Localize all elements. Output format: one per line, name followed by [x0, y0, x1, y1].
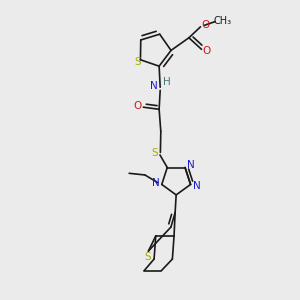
Text: N: N — [188, 160, 195, 170]
Text: O: O — [201, 20, 209, 30]
Text: N: N — [152, 178, 159, 188]
Text: S: S — [151, 148, 158, 158]
Text: CH₃: CH₃ — [214, 16, 232, 26]
Text: N: N — [150, 80, 158, 91]
Text: S: S — [135, 57, 141, 67]
Text: O: O — [203, 46, 211, 56]
Text: N: N — [193, 181, 201, 191]
Text: S: S — [145, 252, 151, 262]
Text: O: O — [133, 100, 142, 110]
Text: H: H — [163, 77, 170, 87]
